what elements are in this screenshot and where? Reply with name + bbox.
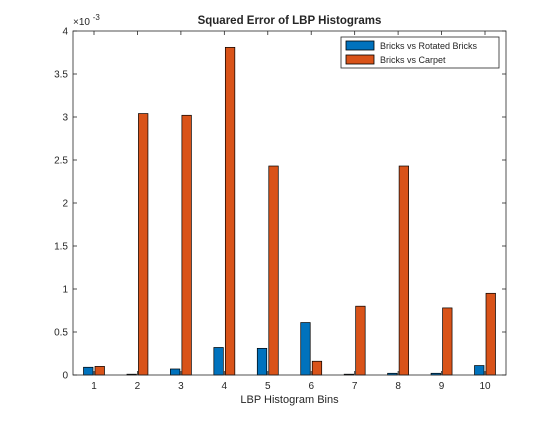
bar-series2-bin-1 (94, 366, 105, 376)
bar-series1-bin-10 (474, 365, 485, 376)
y-tick-label: 0 (62, 371, 68, 382)
y-tick-label: 4 (62, 27, 68, 38)
bar-series2-bin-6 (311, 360, 323, 376)
bars-layer (83, 46, 496, 376)
bar-series2-bin-5 (268, 165, 279, 376)
x-tick-label: 5 (265, 381, 271, 392)
bar-series1-bin-3 (170, 368, 181, 376)
bar-series1-bin-5 (256, 347, 268, 376)
x-tick-label: 10 (479, 381, 491, 392)
bar-series2-bin-8 (398, 165, 409, 376)
y-tick-label: 3.5 (54, 70, 68, 81)
y-axis-exponent: ×10 -3 (73, 13, 100, 28)
legend-label-2: Bricks vs Carpet (380, 55, 446, 65)
x-tick-label: 8 (395, 381, 401, 392)
chart-title: Squared Error of LBP Histograms (198, 15, 382, 27)
y-tick-label: 1 (62, 285, 68, 296)
bar-series2-bin-7 (355, 305, 366, 376)
x-tick-label: 6 (308, 381, 314, 392)
y-tick-label: 1.5 (54, 242, 68, 253)
legend-label-1: Bricks vs Rotated Bricks (380, 41, 478, 51)
plot-background (73, 31, 506, 375)
y-tick-label: 2.5 (54, 156, 68, 167)
bar-series2-bin-9 (442, 307, 453, 376)
bar-series2-bin-2 (138, 113, 149, 376)
x-tick-label: 7 (352, 381, 358, 392)
bar-series2-bin-10 (485, 292, 496, 376)
x-tick-label: 2 (135, 381, 141, 392)
x-tick-label: 9 (439, 381, 445, 392)
y-axis-exponent-base: ×10 (73, 17, 90, 28)
x-tick-label: 3 (178, 381, 184, 392)
bar-series1-bin-6 (300, 322, 311, 376)
bar-series1-bin-1 (83, 366, 94, 376)
bar-series1-bin-4 (213, 347, 224, 376)
y-tick-label: 3 (62, 113, 68, 124)
x-axis-label: LBP Histogram Bins (240, 394, 339, 406)
bar-series2-bin-3 (181, 114, 192, 376)
legend-swatch-2 (345, 54, 375, 65)
x-tick-label: 4 (222, 381, 228, 392)
ticks-layer: 1 2 3 4 5 6 7 8 9 10 0 0.5 1 1.5 2 2.5 3 3.5 4 (54, 27, 506, 392)
bar-series2-bin-4 (224, 46, 236, 376)
legend: Bricks vs Rotated Bricks Bricks vs Carpe… (340, 36, 500, 69)
y-tick-label: 0.5 (54, 328, 68, 339)
y-axis-exponent-power: -3 (93, 13, 101, 22)
x-tick-label: 1 (91, 381, 97, 392)
legend-swatch-1 (345, 40, 375, 51)
y-tick-label: 2 (62, 199, 68, 210)
